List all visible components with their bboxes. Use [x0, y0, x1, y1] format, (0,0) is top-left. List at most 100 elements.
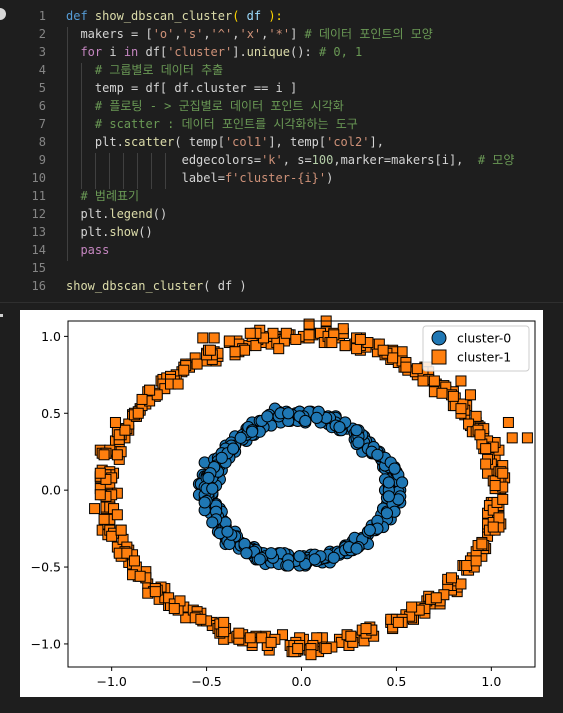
cluster-1-point	[98, 513, 110, 525]
code-token: pass	[80, 243, 110, 257]
code-cell[interactable]: 1 def show_dbscan_cluster( df ): 2 makers …	[0, 0, 563, 300]
cluster-1-point	[455, 578, 467, 590]
code-token: ].	[232, 45, 247, 59]
cluster-1-point	[411, 363, 423, 375]
cluster-1-point	[497, 467, 509, 479]
code-text: label=f'cluster-{i}')	[66, 169, 334, 187]
code-line[interactable]: 10 label=f'cluster-{i}')	[0, 169, 563, 187]
code-token: ()	[152, 207, 168, 221]
cluster-1-point	[168, 603, 180, 615]
cluster-1-point	[191, 358, 203, 370]
legend-marker-cluster-0	[431, 330, 447, 346]
code-token: # 플로팅 - > 군집별로 데이터 포인트 시각화	[94, 99, 344, 113]
code-token: # 그룹별로 데이터 추출	[94, 63, 224, 77]
cluster-1-point	[455, 403, 467, 415]
cluster-1-point	[111, 449, 123, 461]
legend-marker-cluster-1	[431, 349, 447, 365]
code-token: ,marker=makers[i],	[333, 153, 478, 167]
line-number: 6	[38, 99, 46, 113]
cluster-1-point	[392, 616, 404, 628]
code-token: unique	[246, 45, 291, 59]
code-line[interactable]: 7 # scatter : 데이터 포인트를 시각화하는 도구	[0, 115, 563, 133]
line-number: 3	[38, 45, 46, 59]
code-token: i	[102, 45, 124, 59]
cluster-0-point	[246, 425, 259, 438]
code-line[interactable]: 4 # 그룹별로 데이터 추출	[0, 61, 563, 79]
indent-guide	[109, 153, 110, 189]
indent-guide	[67, 27, 68, 261]
cluster-1-point	[455, 375, 467, 387]
cluster-1-point	[128, 555, 140, 567]
cell-divider	[0, 302, 563, 303]
cluster-1-point	[106, 530, 118, 542]
code-token: ,	[232, 27, 240, 41]
code-token: plt.	[66, 207, 110, 221]
code-line[interactable]: 16 show_dbscan_cluster( df )	[0, 277, 563, 295]
cluster-1-point	[292, 643, 304, 655]
cluster-0-point	[352, 436, 365, 449]
code-token: # 범례표기	[80, 189, 140, 203]
code-text: edgecolors='k', s=100,marker=makers[i], …	[66, 151, 515, 169]
code-token: show_dbscan_cluster	[66, 279, 204, 293]
code-token: 'o'	[152, 27, 175, 41]
code-text: pass	[66, 241, 109, 259]
cluster-0-point	[282, 407, 295, 420]
cluster-0-point	[396, 476, 409, 489]
cluster-0-point	[202, 471, 215, 484]
cluster-1-point	[94, 467, 106, 479]
code-token: ( temp[	[174, 135, 225, 149]
cluster-1-point	[470, 410, 482, 422]
code-token: , s=	[282, 153, 312, 167]
code-text: show_dbscan_cluster( df )	[66, 277, 247, 295]
code-token	[66, 99, 95, 113]
code-line[interactable]: 13 plt.show()	[0, 223, 563, 241]
code-line[interactable]: 15	[0, 259, 563, 277]
code-line[interactable]: 14 pass	[0, 241, 563, 259]
x-tick-label: 0.5	[386, 674, 406, 689]
cluster-1-point	[174, 595, 186, 607]
cluster-1-point	[256, 632, 268, 644]
code-line[interactable]: 2 makers = ['o','s','^','x','*'] # 데이터 포…	[0, 25, 563, 43]
indent-guide	[95, 153, 96, 189]
code-token: show	[109, 225, 139, 239]
cluster-1-point	[521, 432, 533, 444]
code-text: temp = df[ df.cluster == i ]	[66, 79, 297, 97]
code-line[interactable]: 9 edgecolors='k', s=100,marker=makers[i]…	[0, 151, 563, 169]
cell-output: −1.0 −0.5 0.0 0.5 1.0 −1.0 −0.5 0.0 0.5 1.0 clust…	[20, 310, 543, 697]
code-text: # 범례표기	[66, 187, 139, 205]
cluster-0-point	[333, 421, 346, 434]
cluster-1-point	[197, 332, 209, 344]
cluster-1-point	[267, 327, 279, 339]
cluster-0-point	[215, 451, 228, 464]
output-marker	[0, 314, 3, 317]
points-layer	[89, 315, 533, 661]
line-number: 14	[31, 243, 46, 257]
cluster-1-point	[506, 432, 518, 444]
code-token: # 모양	[477, 153, 515, 167]
code-token: 's'	[181, 27, 204, 41]
cluster-0-point	[327, 551, 340, 564]
code-line[interactable]: 11 # 범례표기	[0, 187, 563, 205]
cluster-0-point	[350, 424, 363, 437]
cell-run-indicator[interactable]	[0, 8, 6, 20]
line-number: 4	[38, 63, 46, 77]
code-token: '^'	[210, 27, 233, 41]
code-line[interactable]: 6 # 플로팅 - > 군집별로 데이터 포인트 시각화	[0, 97, 563, 115]
cluster-1-point	[149, 586, 161, 598]
code-text: # 그룹별로 데이터 추출	[66, 61, 223, 79]
code-line[interactable]: 12 plt.legend()	[0, 205, 563, 223]
code-token: (	[232, 9, 247, 23]
y-tick-label: 1.0	[41, 329, 61, 344]
code-line[interactable]: 8 plt.scatter( temp['col1'], temp['col2'…	[0, 133, 563, 151]
line-number: 5	[38, 81, 46, 95]
code-line[interactable]: 5 temp = df[ df.cluster == i ]	[0, 79, 563, 97]
code-token: )	[326, 171, 334, 185]
code-text: makers = ['o','s','^','x','*'] # 데이터 포인트…	[66, 25, 432, 43]
line-number: 10	[31, 171, 46, 185]
cluster-0-point	[198, 496, 211, 509]
cluster-1-point	[195, 613, 207, 625]
code-token: 'col2'	[326, 135, 370, 149]
code-line[interactable]: 3 for i in df['cluster'].unique(): # 0, …	[0, 43, 563, 61]
cluster-1-point	[489, 480, 501, 492]
code-line[interactable]: 1 def show_dbscan_cluster( df ):	[0, 7, 563, 25]
